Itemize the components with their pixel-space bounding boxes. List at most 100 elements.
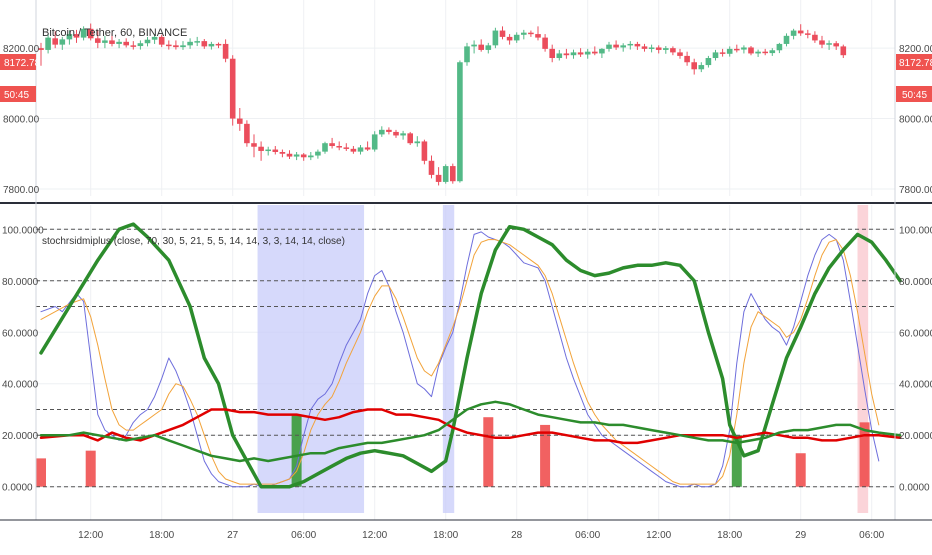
- candle-body: [116, 41, 122, 44]
- series-line: [39, 400, 902, 463]
- time-tick: 29: [795, 530, 807, 541]
- candle-body: [549, 48, 555, 59]
- candle-body: [762, 51, 768, 54]
- candle-body: [400, 133, 406, 136]
- symbol-label: Bitcoin / Tether, 60, BINANCE: [42, 27, 187, 39]
- candle-body: [315, 151, 321, 156]
- price-tick-right: 7800.00: [899, 185, 932, 196]
- histogram-bar: [795, 453, 806, 487]
- last-price-right: 8172.78: [899, 58, 932, 69]
- candle-body: [357, 147, 364, 152]
- time-tick: 27: [227, 530, 239, 541]
- candle-body: [812, 34, 818, 41]
- time-tick: 06:00: [859, 530, 884, 541]
- time-tick: 06:00: [575, 530, 600, 541]
- candle-body: [407, 133, 413, 144]
- candle-body: [471, 44, 477, 47]
- indicator-tick-left: 0.0000: [2, 483, 33, 494]
- time-tick: 06:00: [291, 530, 316, 541]
- candle-body: [109, 40, 115, 44]
- candle-body: [776, 43, 783, 51]
- candle-body: [506, 36, 513, 41]
- candle-body: [535, 34, 541, 38]
- last-price-tag-left: 8172.78: [0, 54, 41, 70]
- histogram-bar: [731, 435, 742, 487]
- candle-body: [478, 44, 484, 50]
- candle-body: [450, 166, 456, 182]
- candle-body: [180, 45, 186, 48]
- candle-body: [52, 38, 58, 45]
- candle-body: [322, 143, 328, 152]
- indicator-tick-right: 60.0000: [899, 328, 932, 339]
- candle-body: [137, 43, 144, 47]
- candle-body: [442, 166, 449, 182]
- candle-body: [797, 30, 804, 34]
- candle-body: [620, 45, 626, 48]
- candle-body: [279, 152, 286, 154]
- candle-body: [521, 32, 527, 35]
- candle-body: [308, 155, 314, 158]
- candle-body: [45, 37, 51, 50]
- candle-body: [599, 48, 605, 54]
- candle-body: [229, 58, 236, 119]
- candle-body: [329, 143, 335, 147]
- last-price-left: 8172.78: [4, 58, 41, 69]
- candle-body: [187, 41, 193, 46]
- candle-body: [222, 43, 229, 59]
- candle-body: [556, 53, 563, 59]
- candle-body: [371, 134, 378, 150]
- histogram: [36, 414, 870, 487]
- candle-body: [123, 41, 129, 46]
- candle-body: [592, 51, 598, 54]
- candle-body: [102, 40, 108, 43]
- indicator-tick-left: 60.0000: [2, 328, 39, 339]
- candle-body: [492, 30, 499, 46]
- candle-body: [151, 36, 158, 40]
- indicator-tick-right: 100.0000: [899, 225, 932, 236]
- histogram-bar: [36, 458, 46, 487]
- candle-body: [144, 39, 151, 44]
- candle-body: [655, 47, 662, 50]
- candle-body: [563, 53, 570, 56]
- candle-body: [670, 48, 676, 53]
- price-tick-left: 8000.00: [3, 115, 40, 126]
- indicator-tick-right: 80.0000: [899, 277, 932, 288]
- candle-body: [457, 62, 463, 182]
- candle-body: [606, 44, 612, 49]
- candle-body: [364, 147, 371, 150]
- last-price-tag-right: 8172.78: [896, 54, 932, 70]
- candle-body: [80, 28, 87, 38]
- candle-body: [393, 131, 399, 136]
- countdown-tag-right: 50:45: [896, 86, 932, 102]
- histogram-bar: [859, 422, 870, 487]
- indicator-tick-left: 20.0000: [2, 431, 39, 442]
- countdown-right: 50:45: [902, 90, 927, 101]
- candle-body: [435, 174, 442, 182]
- candle-body: [485, 45, 492, 50]
- countdown-left: 50:45: [4, 90, 29, 101]
- candle-body: [627, 43, 634, 46]
- candle-body: [840, 46, 847, 56]
- candle-body: [336, 146, 342, 148]
- candle-body: [769, 50, 776, 54]
- candle-body: [95, 38, 101, 43]
- highlight-region: [257, 205, 365, 513]
- time-tick: 18:00: [149, 530, 174, 541]
- candle-body: [513, 34, 520, 41]
- candle-body: [819, 40, 825, 45]
- candle-body: [577, 52, 584, 55]
- histogram-bar: [291, 414, 302, 487]
- candle-body: [258, 146, 264, 151]
- candle-body: [386, 129, 392, 132]
- candle-body: [73, 34, 80, 38]
- candle-body: [130, 45, 137, 47]
- candle-body: [570, 52, 577, 56]
- candle-body: [421, 141, 428, 161]
- indicator-title: stochrsidmiplus (close, 70, 30, 5, 21, 5…: [42, 236, 345, 247]
- candle-body: [286, 153, 293, 157]
- series-line: [39, 408, 902, 445]
- candle-body: [300, 154, 307, 158]
- candle-body: [719, 52, 726, 54]
